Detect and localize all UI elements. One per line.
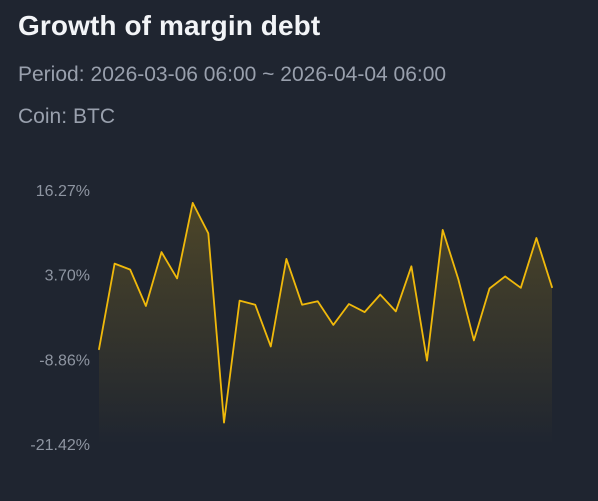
data-point[interactable] (392, 307, 400, 315)
data-point[interactable] (126, 266, 134, 274)
coin-value[interactable]: BTC (73, 105, 116, 128)
data-point[interactable] (345, 300, 353, 308)
data-point[interactable] (314, 297, 322, 305)
y-axis: 16.27% 3.70% -8.86% -21.42% (30, 183, 90, 454)
data-point[interactable] (548, 283, 556, 291)
data-point[interactable] (470, 336, 478, 344)
y-tick-label: 16.27% (36, 183, 90, 200)
data-point[interactable] (236, 297, 244, 305)
data-point[interactable] (298, 301, 306, 309)
data-point[interactable] (329, 321, 337, 329)
data-point[interactable] (361, 308, 369, 316)
data-point[interactable] (486, 285, 494, 293)
data-point[interactable] (501, 272, 509, 280)
y-tick-label: -21.42% (30, 437, 90, 454)
data-point[interactable] (454, 275, 462, 283)
data-point[interactable] (251, 301, 259, 309)
coin-row: Coin: BTC (18, 105, 115, 129)
data-point[interactable] (282, 255, 290, 263)
period-row: Period: 2026-03-06 06:00 ~ 2026-04-04 06:… (18, 63, 446, 87)
data-point[interactable] (423, 357, 431, 365)
data-point[interactable] (267, 343, 275, 351)
y-tick-label: -8.86% (39, 352, 90, 369)
data-point[interactable] (439, 226, 447, 234)
data-point[interactable] (95, 345, 103, 353)
series-area (99, 202, 552, 445)
data-point[interactable] (532, 234, 540, 242)
data-point[interactable] (376, 291, 384, 299)
coin-label: Coin: (18, 105, 68, 128)
page-title: Growth of margin debt (18, 10, 321, 41)
data-point[interactable] (204, 229, 212, 237)
period-value: 2026-03-06 06:00 ~ 2026-04-04 06:00 (90, 63, 447, 86)
data-point[interactable] (407, 262, 415, 270)
y-tick-label: 3.70% (45, 268, 90, 285)
data-point[interactable] (189, 199, 197, 207)
data-point[interactable] (142, 302, 150, 310)
data-point[interactable] (220, 419, 228, 427)
data-point[interactable] (517, 284, 525, 292)
series-line[interactable] (98, 202, 553, 424)
data-point[interactable] (111, 260, 119, 268)
period-label: Period: (18, 63, 85, 86)
data-point[interactable] (158, 248, 166, 256)
data-point[interactable] (173, 274, 181, 282)
